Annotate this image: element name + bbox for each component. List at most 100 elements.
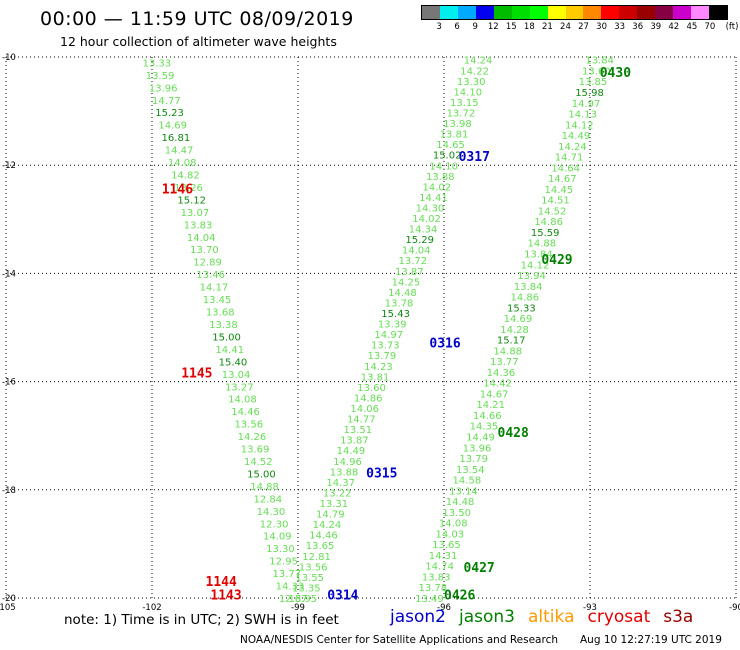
swh-value: 13.31: [319, 499, 348, 510]
y-tick-label: -16: [2, 378, 16, 388]
swh-value: 14.22: [460, 66, 489, 77]
swh-value: 14.24: [558, 142, 587, 153]
swh-value: 13.77: [490, 357, 519, 368]
swh-value: 14.30: [416, 203, 445, 214]
swh-value: 14.86: [354, 393, 383, 404]
swh-value: 13.49: [415, 594, 444, 605]
swh-value: 14.28: [500, 325, 529, 336]
swh-value: 14.09: [263, 532, 292, 543]
swh-value: 14.64: [551, 163, 580, 174]
swh-value: 13.59: [146, 71, 175, 82]
swh-value: 14.33: [276, 582, 305, 593]
swh-value: 13.46: [196, 270, 225, 281]
swh-value: 14.10: [453, 87, 482, 98]
x-tick-label: -90: [729, 603, 740, 613]
swh-value: 13.56: [234, 420, 263, 431]
swh-value: 12.81: [302, 552, 331, 563]
swh-value: 14.48: [388, 288, 417, 299]
swh-value: 14.34: [409, 225, 438, 236]
swh-value: 13.81: [361, 372, 390, 383]
pass-number-label: 0428: [498, 426, 529, 441]
legend-entry-cryosat: cryosat: [587, 607, 651, 627]
swh-value: 13.30: [266, 544, 295, 555]
swh-value: 15.29: [405, 235, 434, 246]
swh-value: 15.00: [212, 332, 241, 343]
swh-value: 13.94: [517, 271, 546, 282]
swh-value: 14.35: [470, 422, 499, 433]
swh-value: 13.56: [299, 562, 328, 573]
swh-value: 14.24: [313, 520, 342, 531]
swh-value: 14.96: [333, 457, 362, 468]
swh-value: 15.40: [219, 357, 248, 368]
legend-entry-s3a: s3a: [663, 607, 694, 627]
grid-lines: [5, 56, 737, 599]
swh-value: 13.78: [418, 583, 447, 594]
swh-value: 13.50: [442, 508, 471, 519]
swh-value: 13.84: [524, 249, 553, 260]
swh-value: 14.42: [483, 379, 512, 390]
swh-value: 13.15: [450, 98, 479, 109]
swh-value: 13.07: [181, 208, 210, 219]
scale-label: 3: [436, 22, 442, 32]
swh-value: 14.23: [364, 362, 393, 373]
swh-value: 13.79: [368, 351, 397, 362]
scale-label: 12: [487, 22, 499, 32]
pass-number-label: 0316: [429, 337, 460, 352]
swh-value: 14.77: [152, 96, 181, 107]
pass-number-label: 0317: [459, 150, 490, 165]
axis-ticks: -105 -102 -99 -96 -93 -90 -10 -12 -14 -16 -18 -20: [0, 53, 740, 613]
swh-value: 14.30: [257, 507, 286, 518]
scale-swatch: [475, 6, 494, 19]
swh-value: 13.14: [449, 486, 478, 497]
credit-text: NOAA/NESDIS Center for Satellite Applica…: [240, 634, 558, 646]
swh-value: 15.33: [507, 303, 536, 314]
swh-value: 14.03: [436, 529, 465, 540]
swh-value: 12.67: [279, 594, 308, 605]
swh-value: 14.10: [429, 161, 458, 172]
swh-value: 15.43: [381, 309, 410, 320]
swh-value: 14.51: [541, 196, 570, 207]
swh-value: 13.88: [330, 467, 359, 478]
swh-value: 14.49: [562, 131, 591, 142]
swh-value: 14.17: [200, 283, 229, 294]
swh-value: 13.51: [344, 425, 373, 436]
swh-value: 14.48: [446, 497, 475, 508]
swh-value: 13.72: [447, 108, 476, 119]
scale-swatch: [637, 6, 656, 19]
swh-value: 13.65: [432, 540, 461, 551]
swh-value: 14.12: [565, 120, 594, 131]
swh-value: 13.77: [272, 569, 301, 580]
swh-value: 13.35: [292, 583, 321, 594]
y-tick-label: -10: [2, 53, 16, 63]
swh-value: 14.86: [510, 293, 539, 304]
scale-label: 39: [650, 22, 662, 32]
scale-label: 24: [560, 22, 571, 32]
swh-value: 14.71: [555, 153, 584, 164]
scale-label: 15: [505, 22, 517, 32]
pass-number-label: 0427: [463, 561, 494, 576]
scale-swatch: [493, 6, 512, 19]
y-tick-label: -12: [2, 161, 16, 171]
y-tick-label: -20: [2, 594, 16, 604]
swh-value: 13.83: [422, 572, 451, 583]
swh-value: 13.65: [306, 541, 335, 552]
scale-label: 36: [632, 22, 644, 32]
swh-value: 14.79: [316, 510, 345, 521]
scale-label: (ft): [725, 22, 739, 32]
swh-value: 14.74: [425, 562, 454, 573]
scale-swatch: [583, 6, 602, 19]
y-tick-label: -18: [2, 486, 16, 496]
swh-value: 13.68: [206, 308, 235, 319]
swh-value: 14.82: [171, 171, 200, 182]
swh-value: 13.70: [190, 245, 219, 256]
swh-value: 15.98: [575, 88, 604, 99]
swh-value: 13.30: [457, 77, 486, 88]
swh-value: 14.41: [215, 345, 244, 356]
swh-value: 14.88: [250, 482, 279, 493]
swh-value: 14.66: [473, 411, 502, 422]
scale-swatch: [565, 6, 584, 19]
generated-timestamp: Aug 10 12:27:19 UTC 2019: [580, 634, 722, 646]
pass-number-label: 1146: [162, 183, 193, 198]
scale-swatch: [547, 6, 566, 19]
